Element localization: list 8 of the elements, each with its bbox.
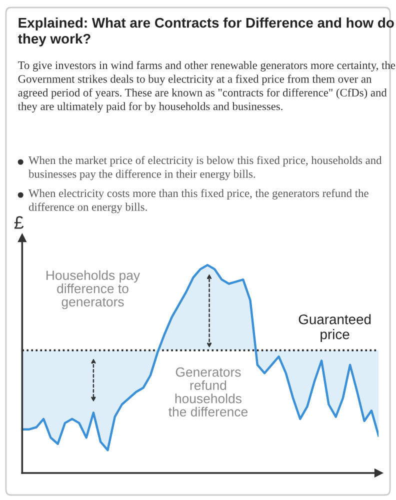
ref-line-label: Guaranteed price: [298, 314, 371, 342]
annotation: Generators refund households the difference: [168, 367, 248, 417]
chart-title: Explained: What are Contracts for Difference and how do they work?: [18, 18, 394, 46]
text: When the market price of electricity is below this fixed price, households and businesses pay the difference in their energy bills.: [28, 156, 382, 180]
annotation: Households pay difference to generators: [46, 270, 140, 310]
chart-subtitle: To give investors in wind farms and other renewable generators more certainty, the Government strikes deals to buy electricity at a fixed price from them over an agreed period of years. These are known as "contracts for difference" (CfDs) and they are ultimately paid for by households and businesses.: [18, 61, 396, 113]
text: When electricity costs more than this fixed price, the generators refund the difference on energy bills.: [28, 189, 368, 214]
y-axis-title: £: [14, 216, 24, 229]
